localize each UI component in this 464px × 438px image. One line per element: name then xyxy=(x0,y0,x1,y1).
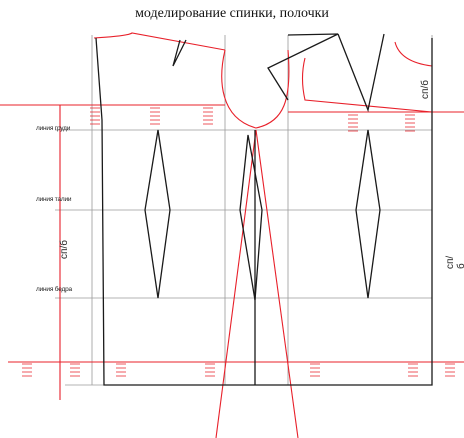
side-width-label: сп/б xyxy=(445,255,464,269)
waist-line-label: линия талии xyxy=(36,196,72,203)
hip-line-label: линия бедра xyxy=(36,286,72,293)
chest-line-label: линия груди xyxy=(36,125,71,132)
front-armhole-red xyxy=(301,57,433,113)
side-line-right xyxy=(255,129,299,438)
pattern-lines xyxy=(95,33,433,386)
front-neck-red xyxy=(394,41,433,67)
hatch-marks xyxy=(22,107,455,377)
shoulder-dart xyxy=(172,39,187,67)
diagram-title: моделирование спинки, полочки xyxy=(135,6,329,21)
front-waist-dart xyxy=(355,129,381,299)
outer-pattern xyxy=(95,37,433,386)
back-waist-dart xyxy=(144,129,171,299)
construction-lines xyxy=(0,32,464,438)
front-top-dart xyxy=(337,33,385,113)
armhole-red xyxy=(221,49,290,129)
back-width-label: сп/б xyxy=(58,240,70,259)
side-line-left xyxy=(215,129,257,438)
front-shoulder-neck xyxy=(267,33,339,101)
front-width-label: сп/б xyxy=(419,80,431,99)
side-dart xyxy=(239,134,263,301)
grid-lines xyxy=(55,35,433,386)
back-shoulder-red xyxy=(93,32,226,51)
